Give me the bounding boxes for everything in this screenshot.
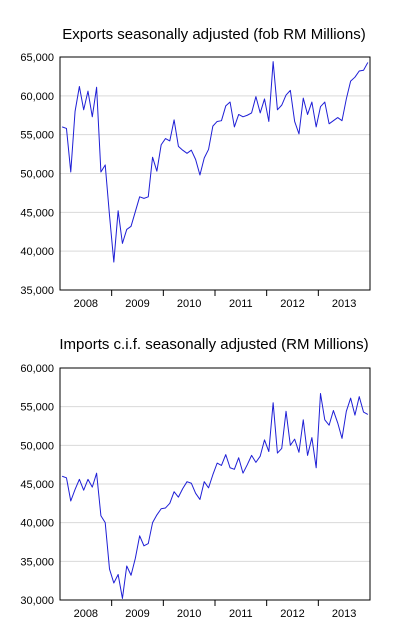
imports-y-tick-label: 30,000 bbox=[20, 595, 54, 607]
exports-y-tick-label: 40,000 bbox=[20, 246, 54, 258]
exports-series-line bbox=[61, 61, 369, 263]
imports-x-tick-label: 2012 bbox=[280, 608, 304, 620]
imports-x-tick-label: 2010 bbox=[177, 608, 201, 620]
imports-chart: Imports c.i.f. seasonally adjusted (RM M… bbox=[20, 336, 371, 620]
imports-y-tick-label: 35,000 bbox=[20, 556, 54, 568]
imports-y-tick-label: 55,000 bbox=[20, 402, 54, 414]
exports-x-tick-label: 2012 bbox=[280, 298, 304, 310]
exports-x-tick-label: 2013 bbox=[332, 298, 356, 310]
exports-x-tick-label: 2009 bbox=[125, 298, 149, 310]
imports-x-tick-label: 2013 bbox=[332, 608, 356, 620]
exports-y-tick-label: 45,000 bbox=[20, 207, 54, 219]
imports-x-tick-label: 2009 bbox=[125, 608, 149, 620]
exports-y-tick-label: 50,000 bbox=[20, 169, 54, 181]
imports-chart-title: Imports c.i.f. seasonally adjusted (RM M… bbox=[59, 336, 368, 353]
exports-chart: Exports seasonally adjusted (fob RM Mill… bbox=[20, 26, 371, 310]
imports-x-tick-label: 2011 bbox=[229, 608, 253, 620]
imports-y-tick-label: 50,000 bbox=[20, 440, 54, 452]
imports-y-tick-label: 40,000 bbox=[20, 518, 54, 530]
imports-x-tick-label: 2008 bbox=[74, 608, 98, 620]
exports-y-tick-label: 60,000 bbox=[20, 91, 54, 103]
exports-y-tick-label: 35,000 bbox=[20, 285, 54, 297]
exports-x-tick-label: 2008 bbox=[74, 298, 98, 310]
imports-series-line bbox=[61, 393, 369, 599]
exports-y-tick-label: 65,000 bbox=[20, 52, 54, 64]
imports-y-tick-label: 60,000 bbox=[20, 363, 54, 375]
exports-x-tick-label: 2011 bbox=[229, 298, 253, 310]
exports-y-tick-label: 55,000 bbox=[20, 130, 54, 142]
imports-y-tick-label: 45,000 bbox=[20, 479, 54, 491]
exports-x-tick-label: 2010 bbox=[177, 298, 201, 310]
exports-chart-title: Exports seasonally adjusted (fob RM Mill… bbox=[62, 26, 365, 43]
